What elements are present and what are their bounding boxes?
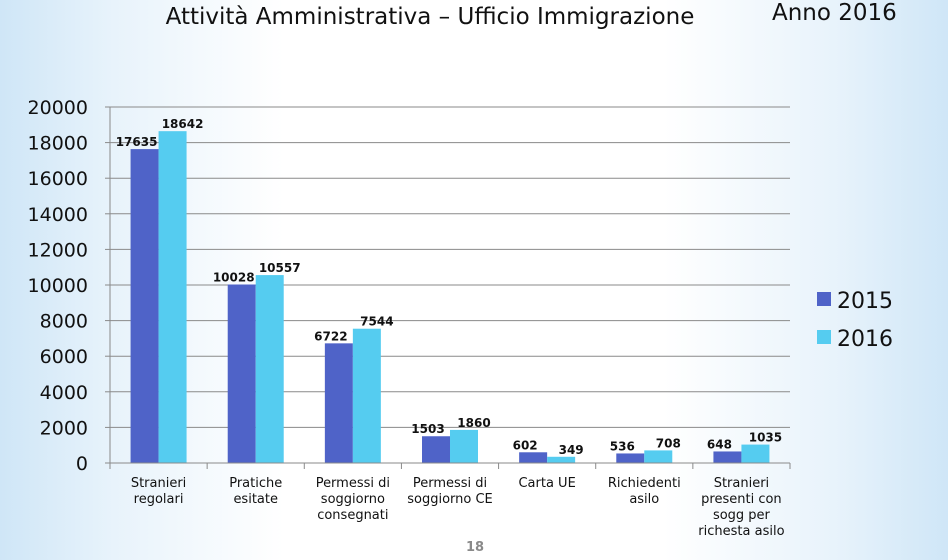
category-label: Permessi di soggiorno consegnati	[316, 476, 390, 523]
category-label-line: esitate	[233, 492, 278, 507]
category-label-line: Stranieri	[131, 476, 186, 491]
legend: 2015 2016	[817, 289, 893, 352]
category-label-line: presenti con	[701, 492, 782, 507]
category-label-line: Pratiche	[229, 476, 282, 491]
y-tick-label: 6000	[40, 346, 88, 368]
year-label: Anno 2016	[772, 0, 897, 26]
bar-2015	[227, 284, 256, 463]
data-label-2016: 1860	[457, 416, 490, 430]
category-label-line: Permessi di	[413, 476, 487, 491]
chart-title: Attività Amministrativa – Ufficio Immigr…	[165, 4, 695, 30]
bar-2016	[741, 444, 770, 463]
data-label-2016: 708	[656, 436, 681, 450]
data-label-2015: 648	[707, 437, 732, 451]
bar-2016	[158, 131, 187, 463]
data-label-2016: 7544	[360, 315, 393, 329]
y-tick-label: 14000	[28, 204, 88, 226]
data-label-2016: 1035	[749, 431, 782, 445]
y-tick-label: 16000	[28, 168, 88, 190]
category-label-line: soggiorno	[321, 492, 385, 507]
category-label: Stranieri presenti con sogg per richesta as…	[698, 476, 784, 539]
y-axis: 0 2000 4000 6000 8000 10000 12000 14000 16000 180…	[28, 97, 111, 475]
category-label: Pratiche esitate	[229, 476, 282, 507]
y-tick-label: 4000	[40, 382, 88, 404]
category-label-line: Permessi di	[316, 476, 390, 491]
category-label: Stranieri regolari	[131, 476, 186, 507]
legend-label-2016: 2016	[837, 327, 893, 352]
bar-2016	[255, 275, 284, 463]
y-tick-label: 2000	[40, 417, 88, 439]
bar-2015	[324, 343, 353, 463]
category-label: Richiedenti asilo	[608, 476, 681, 507]
bar-2016	[547, 456, 576, 463]
data-label-2015: 536	[610, 439, 635, 453]
data-label-2016: 349	[559, 443, 584, 457]
category-label-line: Stranieri	[714, 476, 769, 491]
category-label-line: asilo	[629, 492, 659, 507]
bar-2015	[422, 436, 450, 463]
y-tick-label: 20000	[28, 97, 88, 119]
bar-2016	[352, 328, 381, 463]
category-label-line: soggiorno CE	[407, 492, 493, 507]
data-label-2015: 602	[513, 438, 538, 452]
category-label: Permessi di soggiorno CE	[407, 476, 493, 507]
y-tick-label: 0	[76, 453, 88, 475]
bar-2015	[130, 149, 159, 464]
bar-2015	[616, 453, 645, 463]
y-tick-label: 8000	[40, 311, 88, 333]
category-label-line: Carta UE	[518, 476, 575, 491]
bar-2016	[450, 429, 478, 463]
y-tick-label: 18000	[28, 133, 88, 155]
data-label-2015: 10028	[213, 271, 255, 285]
category-label-line: sogg per	[713, 508, 771, 523]
data-label-2015: 17635	[116, 135, 158, 149]
bar-2016	[644, 450, 673, 463]
category-label: Carta UE	[518, 476, 575, 491]
category-label-line: Richiedenti	[608, 476, 681, 491]
legend-swatch-2016	[817, 330, 831, 344]
data-label-2016: 18642	[162, 117, 204, 131]
bar-2015	[519, 452, 548, 463]
data-label-2015: 1503	[411, 422, 444, 436]
bars: 17635 18642 10028 10557 6722 7544 1503 1860 602 3…	[116, 117, 782, 464]
y-tick-label: 10000	[28, 275, 88, 297]
category-label-line: regolari	[134, 492, 184, 507]
legend-swatch-2015	[817, 292, 831, 306]
data-label-2016: 10557	[259, 261, 301, 275]
grid-lines	[110, 106, 790, 428]
y-tick-label: 12000	[28, 239, 88, 261]
category-label-line: richesta asilo	[698, 524, 784, 539]
bar-2015	[713, 451, 742, 463]
category-label-line: consegnati	[317, 508, 388, 523]
page-number: 18	[466, 540, 485, 555]
legend-label-2015: 2015	[837, 289, 893, 314]
data-label-2015: 6722	[314, 329, 347, 343]
